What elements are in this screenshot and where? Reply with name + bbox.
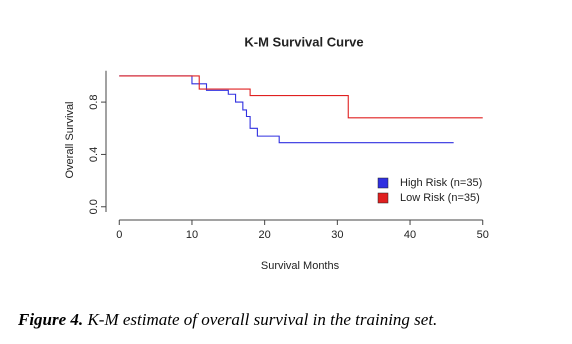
- legend-label: High Risk (n=35): [400, 177, 482, 189]
- caption: Figure 4. K-M estimate of overall surviv…: [17, 310, 437, 329]
- y-tick-label: 0.8: [88, 94, 100, 109]
- y-tick-label: 0.4: [88, 147, 100, 162]
- x-tick-label: 30: [331, 229, 343, 241]
- caption-text: K-M estimate of overall survival in the …: [86, 310, 437, 329]
- x-tick-label: 20: [259, 229, 271, 241]
- legend-swatch: [377, 177, 389, 189]
- legend-swatch: [377, 192, 389, 204]
- chart-title: K-M Survival Curve: [244, 34, 363, 49]
- y-axis-label: Overall Survival: [64, 101, 76, 178]
- survival-curve: [119, 75, 454, 144]
- x-tick-label: 40: [404, 229, 416, 241]
- y-tick-label: 0.0: [88, 199, 100, 214]
- x-axis-label: Survival Months: [261, 260, 340, 272]
- x-tick-label: 50: [477, 229, 489, 241]
- caption-label: Figure 4.: [17, 310, 83, 329]
- x-tick-label: 0: [116, 229, 122, 241]
- survival-curve: [119, 75, 483, 119]
- x-tick-label: 10: [186, 229, 198, 241]
- legend-label: Low Risk (n=35): [400, 192, 480, 204]
